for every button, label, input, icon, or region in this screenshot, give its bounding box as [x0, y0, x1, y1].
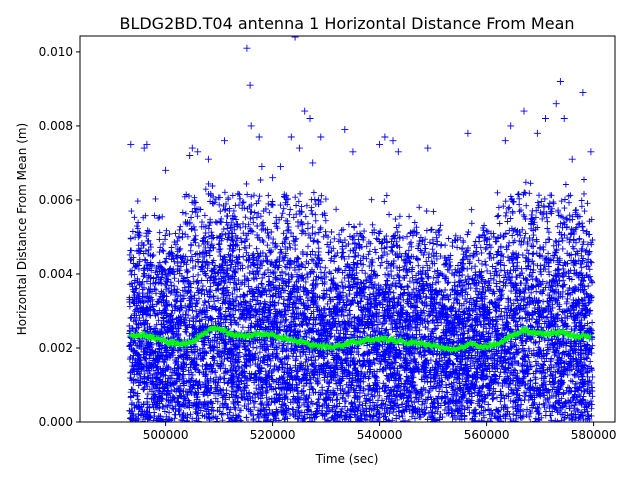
chart-title: BLDG2BD.T04 antenna 1 Horizontal Distanc…: [119, 14, 574, 33]
plot-points: [126, 36, 596, 422]
y-tick-label: 0.006: [39, 193, 73, 207]
x-axis-label: Time (sec): [315, 452, 379, 466]
y-axis-label: Horizontal Distance From Mean (m): [15, 123, 29, 335]
x-tick-label: 580000: [571, 428, 617, 442]
y-tick-label: 0.008: [39, 119, 73, 133]
x-tick-label: 540000: [357, 428, 403, 442]
series-green-mean: [128, 325, 593, 353]
plot-frame: [79, 35, 616, 423]
x-tick-label: 560000: [464, 428, 510, 442]
y-tick-label: 0.010: [39, 45, 73, 59]
x-tick-label: 520000: [250, 428, 296, 442]
y-axis: 0.000 0.002 0.004 0.006 0.008 0.010: [39, 45, 80, 429]
x-tick-label: 500000: [143, 428, 189, 442]
y-tick-label: 0.000: [39, 415, 73, 429]
y-tick-label: 0.004: [39, 267, 73, 281]
y-tick-label: 0.002: [39, 341, 73, 355]
series-blue-points: [126, 36, 596, 422]
x-axis: 500000 520000 540000 560000 580000: [143, 422, 617, 442]
